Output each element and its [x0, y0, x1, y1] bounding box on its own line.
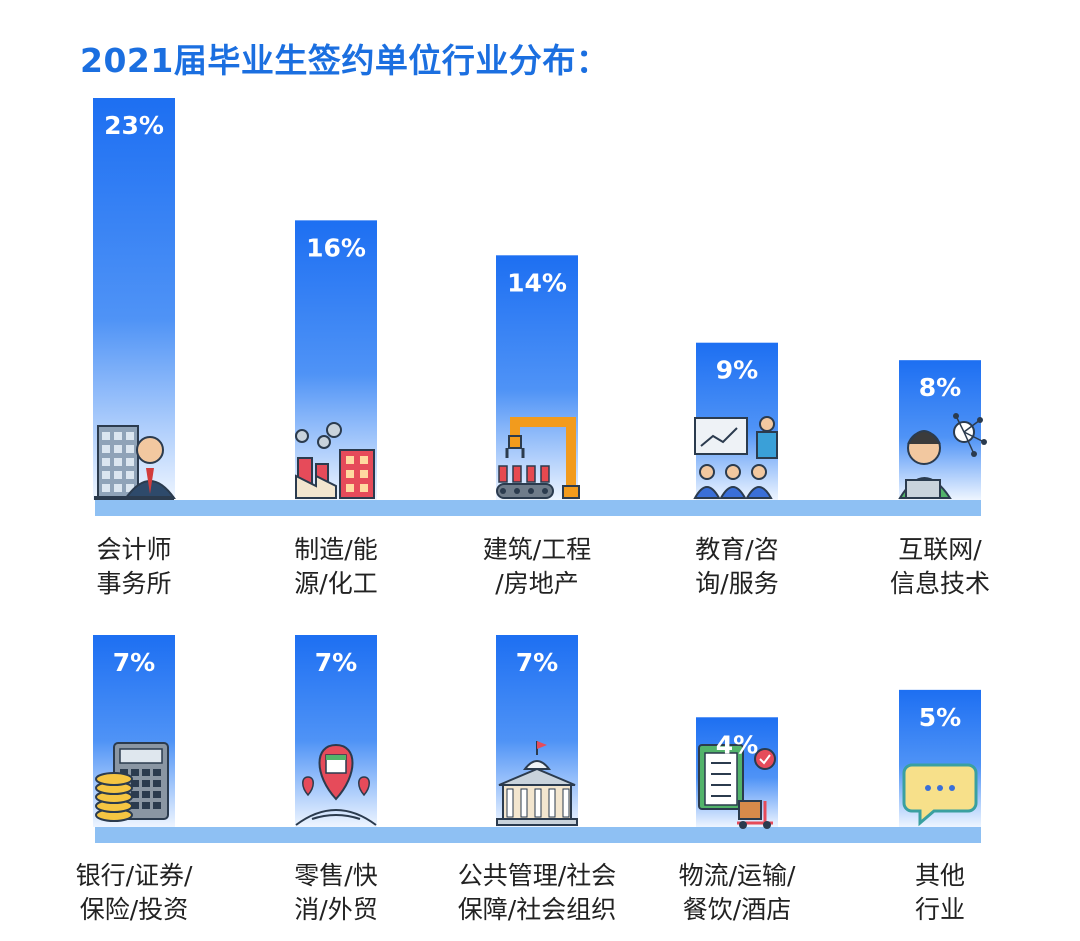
category-label: 教育/咨 [695, 535, 778, 564]
category-label: 建筑/工程 [483, 535, 591, 564]
bar-value-label: 14% [507, 268, 567, 297]
bar-value-label: 4% [716, 730, 758, 759]
category-label: 零售/快 [294, 861, 377, 890]
internet-worker-icon [898, 413, 987, 499]
category-label: /房地产 [495, 569, 578, 598]
factory-icon [295, 422, 375, 499]
bar [496, 255, 578, 500]
robotic-arm-icon [496, 417, 580, 499]
bar-value-label: 9% [716, 356, 758, 385]
accountant-office-icon [94, 425, 176, 500]
category-label: 保险/投资 [80, 895, 188, 924]
bar-value-label: 5% [919, 703, 961, 732]
category-label: 保障/社会组织 [458, 895, 616, 924]
category-label: 行业 [915, 895, 965, 924]
shop-location-icon [295, 743, 377, 826]
government-building-icon [496, 741, 578, 826]
category-label: 制造/能 [294, 535, 377, 564]
category-label: 信息技术 [890, 569, 990, 598]
bar-value-label: 16% [306, 233, 366, 262]
chart-title: 2021届毕业生签约单位行业分布： [80, 41, 610, 80]
bar-value-label: 7% [315, 648, 357, 677]
category-label: 公共管理/社会 [458, 861, 616, 890]
chart-baseline [95, 827, 981, 843]
delivery-checklist-icon [698, 744, 776, 829]
category-label: 会计师 [96, 535, 171, 564]
category-label: 事务所 [96, 569, 171, 598]
chart-baseline [95, 500, 981, 516]
category-label: 源/化工 [294, 569, 377, 598]
category-label: 询/服务 [695, 569, 778, 598]
category-label: 餐饮/酒店 [683, 895, 791, 924]
category-label: 互联网/ [898, 535, 982, 564]
teacher-presentation-icon [693, 416, 778, 499]
category-label: 其他 [915, 861, 965, 890]
bar-value-label: 7% [113, 648, 155, 677]
bar-value-label: 8% [919, 373, 961, 402]
chat-bubble-icon [902, 763, 978, 827]
calculator-coins-icon [95, 742, 169, 822]
bar-value-label: 7% [516, 648, 558, 677]
category-label: 消/外贸 [294, 895, 377, 924]
category-label: 物流/运输/ [679, 861, 796, 890]
category-label: 银行/证券/ [76, 861, 193, 890]
bar-value-label: 23% [104, 111, 164, 140]
